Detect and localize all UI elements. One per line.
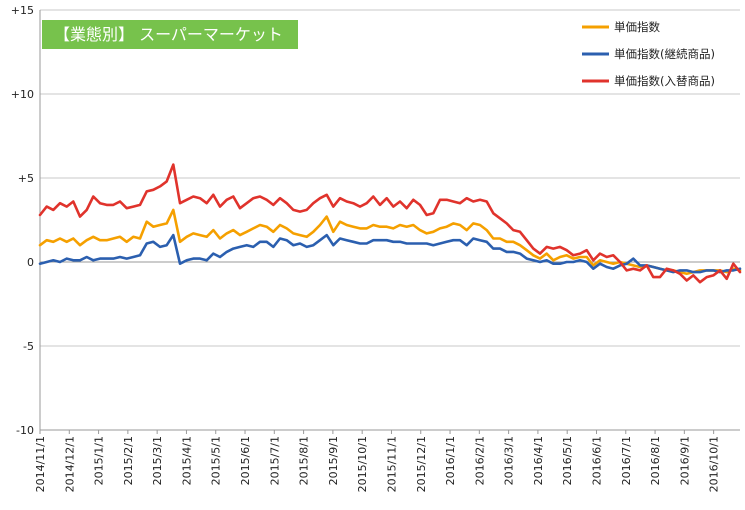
x-tick-label: 2016/7/1 bbox=[620, 436, 633, 485]
x-tick-label: 2015/8/1 bbox=[298, 436, 311, 485]
x-tick-label: 2016/3/1 bbox=[503, 436, 516, 485]
series-lines bbox=[38, 163, 742, 284]
x-tick-label: 2016/1/1 bbox=[444, 436, 457, 485]
legend-label: 単価指数(入替商品) bbox=[614, 74, 715, 88]
y-tick-label: 0 bbox=[27, 256, 34, 269]
x-tick-label: 2016/2/1 bbox=[473, 436, 486, 485]
x-tick-label: 2016/5/1 bbox=[561, 436, 574, 485]
y-tick-label: +15 bbox=[11, 4, 34, 17]
x-tick-label: 2015/10/1 bbox=[356, 436, 369, 492]
y-axis-tick-labels: +15 +10 +5 0 -5 -10 bbox=[11, 4, 34, 437]
x-tick-label: 2016/9/1 bbox=[678, 436, 691, 485]
x-axis-tick-labels: 2014/11/1 2014/12/1 2015/1/1 2015/2/1 2015/3… bbox=[34, 430, 721, 492]
y-tick-label: +10 bbox=[11, 88, 34, 101]
chart-title: 【業態別】 スーパーマーケット bbox=[42, 20, 298, 49]
series-line-1 bbox=[38, 208, 742, 276]
x-tick-label: 2016/10/1 bbox=[708, 436, 721, 492]
legend-label: 単価指数(継続商品) bbox=[614, 47, 715, 61]
y-tick-label: -10 bbox=[16, 424, 34, 437]
x-tick-label: 2015/4/1 bbox=[180, 436, 193, 485]
x-tick-label: 2015/6/1 bbox=[239, 436, 252, 485]
x-tick-label: 2015/1/1 bbox=[93, 436, 106, 485]
x-tick-label: 2016/8/1 bbox=[649, 436, 662, 485]
y-tick-label: -5 bbox=[23, 340, 34, 353]
x-tick-label: 2015/9/1 bbox=[327, 436, 340, 485]
legend-label: 単価指数 bbox=[614, 20, 660, 34]
series-line-3 bbox=[38, 163, 742, 284]
x-tick-label: 2014/12/1 bbox=[63, 436, 76, 492]
x-tick-label: 2015/5/1 bbox=[210, 436, 223, 485]
x-tick-label: 2014/11/1 bbox=[34, 436, 47, 492]
x-tick-label: 2016/6/1 bbox=[590, 436, 603, 485]
x-tick-label: 2015/2/1 bbox=[122, 436, 135, 485]
x-tick-label: 2015/3/1 bbox=[151, 436, 164, 485]
x-tick-label: 2015/7/1 bbox=[268, 436, 281, 485]
y-tick-label: +5 bbox=[18, 172, 34, 185]
x-tick-label: 2015/12/1 bbox=[415, 436, 428, 492]
x-tick-label: 2016/4/1 bbox=[532, 436, 545, 485]
x-tick-label: 2015/11/1 bbox=[385, 436, 398, 492]
legend-background bbox=[575, 12, 737, 92]
